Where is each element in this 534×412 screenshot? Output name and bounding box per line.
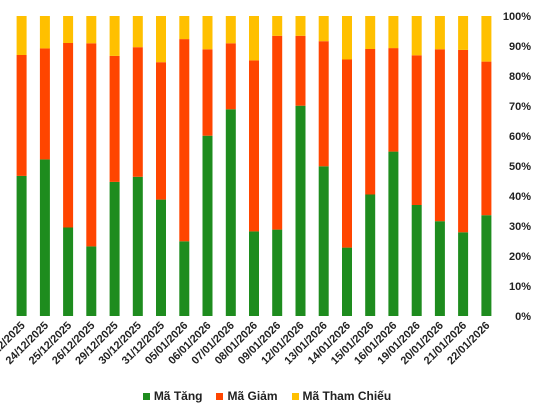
bar-increase-20: [481, 215, 492, 316]
bar-increase-4: [109, 181, 120, 316]
bar-decrease-2: [63, 43, 74, 228]
y-tick-label: 100%: [503, 11, 531, 23]
bar-increase-3: [86, 246, 97, 316]
bar-reference-19: [458, 16, 469, 50]
bar-increase-12: [295, 105, 306, 316]
bar-reference-5: [132, 16, 143, 48]
bar-decrease-8: [202, 49, 213, 136]
y-tick-label: 10%: [509, 281, 531, 293]
bar-decrease-0: [16, 55, 27, 176]
bar-decrease-20: [481, 61, 492, 216]
y-tick-label: 90%: [509, 41, 531, 53]
bar-increase-5: [132, 176, 143, 316]
bar-reference-2: [63, 16, 74, 43]
bar-decrease-11: [272, 35, 283, 230]
bars-group: [16, 16, 492, 316]
bar-reference-13: [318, 16, 329, 42]
bar-reference-12: [295, 16, 306, 36]
y-axis-ticks: 0% 10% 20% 30% 40% 50% 60% 70% 80% 90% 100%: [503, 11, 531, 323]
bar-reference-9: [225, 16, 236, 44]
bar-increase-18: [434, 221, 445, 316]
bar-reference-7: [179, 16, 190, 40]
bar-reference-1: [39, 16, 50, 49]
bar-increase-16: [388, 151, 399, 316]
stacked-bar-chart: 0% 10% 20% 30% 40% 50% 60% 70% 80% 90% 100% 23/12/…: [0, 11, 531, 367]
bar-reference-15: [365, 16, 376, 49]
bar-reference-6: [156, 16, 166, 63]
legend-label-reference: Mã Tham Chiếu: [302, 389, 392, 403]
bar-decrease-9: [225, 43, 236, 110]
bar-decrease-19: [458, 49, 469, 233]
y-tick-label: 50%: [509, 161, 531, 173]
bar-reference-17: [411, 16, 422, 56]
legend-swatch-reference: [291, 392, 299, 400]
bar-increase-13: [318, 166, 329, 316]
bar-increase-19: [458, 232, 469, 316]
bar-reference-3: [86, 16, 97, 44]
bar-increase-6: [156, 199, 166, 316]
legend-swatch-increase: [142, 392, 150, 400]
y-tick-label: 70%: [509, 101, 531, 113]
bar-decrease-17: [411, 55, 422, 205]
bar-increase-1: [39, 159, 50, 316]
bar-increase-7: [179, 241, 190, 316]
bar-reference-8: [202, 16, 213, 50]
bar-increase-10: [249, 231, 259, 316]
legend-label-increase: Mã Tăng: [153, 389, 203, 403]
bar-decrease-4: [109, 55, 120, 182]
bar-reference-4: [109, 16, 120, 56]
bar-decrease-7: [179, 39, 190, 242]
bar-increase-8: [202, 135, 213, 316]
legend: Mã Tăng Mã Giảm Mã Tham Chiếu: [0, 389, 534, 403]
bar-reference-18: [434, 16, 445, 50]
bar-decrease-5: [132, 47, 143, 177]
x-axis-ticks: 23/12/202524/12/202525/12/202526/12/2025…: [0, 320, 493, 367]
legend-item-increase: Mã Tăng: [142, 389, 203, 403]
bar-reference-11: [272, 16, 283, 36]
legend-label-decrease: Mã Giảm: [227, 389, 278, 403]
bar-decrease-14: [342, 59, 352, 248]
y-tick-label: 0%: [515, 311, 531, 323]
bar-reference-0: [16, 16, 27, 55]
bar-increase-11: [272, 229, 283, 316]
legend-item-decrease: Mã Giảm: [216, 389, 278, 403]
bar-increase-17: [411, 205, 422, 316]
bar-reference-10: [249, 16, 259, 61]
bar-increase-14: [342, 247, 352, 316]
bar-reference-16: [388, 16, 399, 49]
y-tick-label: 80%: [509, 71, 531, 83]
bar-decrease-15: [365, 49, 376, 195]
bar-decrease-3: [86, 43, 97, 247]
bar-decrease-12: [295, 35, 306, 106]
bar-reference-20: [481, 16, 492, 62]
bar-increase-15: [365, 194, 376, 316]
bar-increase-2: [63, 227, 74, 316]
bar-reference-14: [342, 16, 352, 60]
y-tick-label: 40%: [509, 191, 531, 203]
bar-increase-9: [225, 109, 236, 316]
bar-decrease-10: [249, 60, 259, 232]
bar-decrease-13: [318, 41, 329, 167]
y-tick-label: 20%: [509, 251, 531, 263]
bar-decrease-18: [434, 49, 445, 222]
bar-increase-0: [16, 175, 27, 316]
bar-decrease-6: [156, 62, 166, 200]
legend-swatch-decrease: [216, 392, 224, 400]
bar-decrease-16: [388, 48, 399, 152]
legend-item-reference: Mã Tham Chiếu: [291, 389, 392, 403]
bar-decrease-1: [39, 48, 50, 160]
y-tick-label: 30%: [509, 221, 531, 233]
y-tick-label: 60%: [509, 131, 531, 143]
